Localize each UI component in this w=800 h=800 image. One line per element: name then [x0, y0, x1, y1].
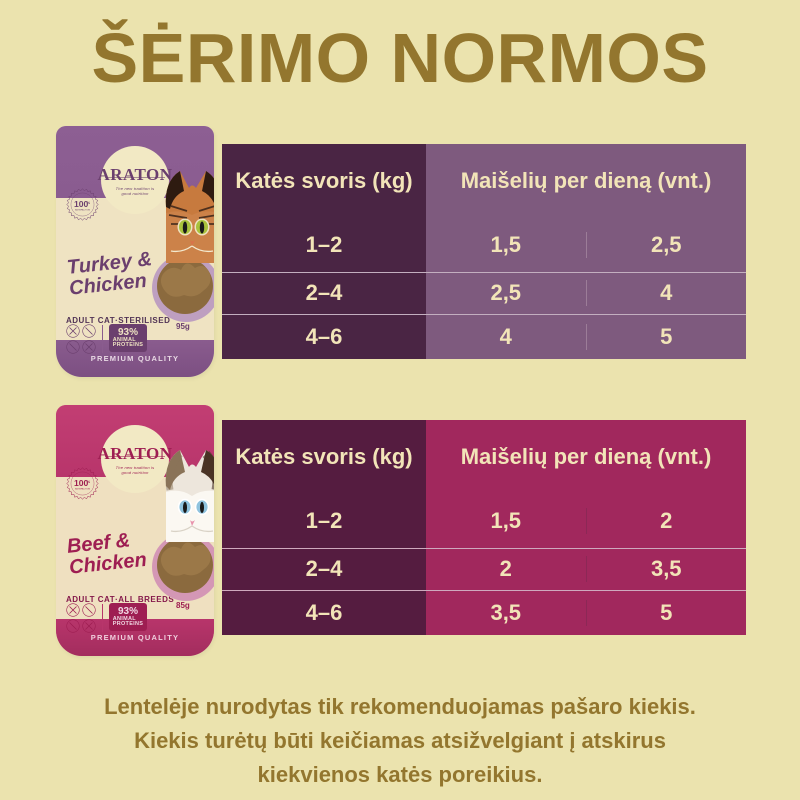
svg-text:100: 100 — [74, 199, 89, 209]
svg-text:%: % — [87, 480, 91, 484]
svg-text:100: 100 — [74, 478, 89, 488]
svg-text:SATISFACTION: SATISFACTION — [75, 208, 91, 211]
svg-text:SATISFACTION: SATISFACTION — [75, 487, 91, 490]
svg-text:%: % — [87, 201, 91, 205]
